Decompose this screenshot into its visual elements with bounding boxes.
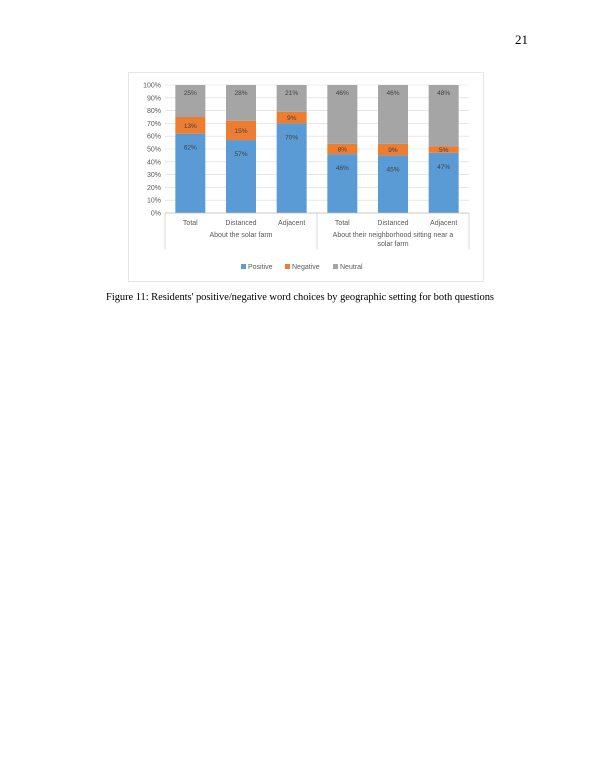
y-tick-label: 50%: [147, 147, 161, 154]
data-label-positive: 47%: [437, 164, 450, 171]
bar-segment-neutral: [226, 85, 256, 121]
bar-segment-positive: [428, 152, 459, 213]
data-label-neutral: 21%: [285, 90, 298, 97]
legend-swatch-positive: [241, 264, 246, 269]
bar-segment-neutral: [327, 85, 358, 144]
bar-segment-positive: [175, 133, 206, 213]
data-label-positive: 70%: [285, 134, 298, 141]
y-tick-label: 0%: [151, 211, 161, 218]
data-label-neutral: 25%: [184, 90, 197, 97]
bar-segment-neutral: [276, 85, 307, 112]
x-tick-label: Adjacent: [278, 220, 305, 227]
x-axis: Total Distanced Adjacent Total Distanced Adja…: [164, 212, 470, 249]
bar-segment-negative: [276, 111, 307, 124]
data-label-negative: 13%: [184, 123, 197, 130]
data-label-neutral: 28%: [234, 90, 247, 97]
x-tick-label: Adjacent: [430, 220, 457, 227]
legend-label: Neutral: [340, 264, 363, 271]
gridlines: [165, 84, 469, 214]
y-tick-label: 10%: [147, 198, 161, 205]
x-tick-label: Total: [335, 220, 350, 227]
data-label-neutral: 48%: [437, 90, 450, 97]
data-label-neutral: 46%: [336, 90, 349, 97]
data-label-negative: 9%: [388, 147, 398, 154]
bar-segment-positive: [276, 123, 307, 213]
group-label-line: About their neighborhood sitting near a: [333, 232, 454, 239]
data-label-positive: 57%: [234, 151, 247, 158]
data-label-negative: 5%: [439, 147, 449, 154]
data-label-positive: 62%: [184, 145, 197, 152]
bar-segment-neutral: [378, 85, 408, 144]
legend-swatch-neutral: [333, 264, 338, 269]
y-tick-label: 30%: [147, 172, 161, 179]
y-tick-label: 60%: [147, 134, 161, 141]
legend-label: Negative: [292, 264, 320, 271]
data-labels: 62% 13% 25% 57% 15% 28% 70% 9% 21% 46% 8% 46% 45% 9% 4…: [184, 90, 451, 173]
data-label-negative: 8%: [338, 147, 348, 154]
data-label-negative: 15%: [234, 128, 247, 135]
bar-segment-negative: [428, 146, 459, 153]
bar-segment-positive: [327, 154, 358, 213]
x-tick-label: Total: [183, 220, 198, 227]
y-tick-label: 70%: [147, 121, 161, 128]
stacked-bar-chart: 0% 10% 20% 30% 40% 50% 60% 70% 80% 90% 100% 62% 13%…: [143, 83, 470, 271]
y-tick-label: 90%: [147, 95, 161, 102]
figure-chart-frame: 0% 10% 20% 30% 40% 50% 60% 70% 80% 90% 100% 62% 13%…: [128, 72, 484, 282]
bar-segment-negative: [378, 143, 408, 156]
bars: [175, 85, 459, 213]
bar-segment-negative: [175, 117, 206, 134]
bar-segment-negative: [226, 120, 256, 141]
figure-caption: Figure 11: Residents' positive/negative …: [106, 292, 494, 303]
y-tick-label: 20%: [147, 185, 161, 192]
y-tick-label: 100%: [143, 83, 161, 90]
data-label-positive: 46%: [336, 165, 349, 172]
y-tick-label: 80%: [147, 108, 161, 115]
bar-segment-positive: [226, 140, 256, 213]
data-label-negative: 9%: [287, 115, 297, 122]
legend: Positive Negative Neutral: [241, 264, 363, 271]
legend-label: Positive: [248, 264, 273, 271]
group-label: About the solar farm: [209, 232, 272, 239]
legend-swatch-negative: [285, 264, 290, 269]
data-label-positive: 45%: [386, 166, 399, 173]
group-label-line: solar farm: [377, 241, 408, 248]
data-label-neutral: 46%: [386, 90, 399, 97]
x-tick-label: Distanced: [377, 220, 408, 227]
page-number: 21: [515, 32, 528, 47]
y-tick-label: 40%: [147, 159, 161, 166]
y-axis-ticks: 0% 10% 20% 30% 40% 50% 60% 70% 80% 90% 100%: [143, 83, 161, 218]
bar-segment-negative: [327, 143, 358, 155]
bar-segment-neutral: [175, 85, 206, 117]
bar-segment-neutral: [428, 85, 459, 147]
x-tick-label: Distanced: [225, 220, 256, 227]
group-label: About their neighborhood sitting near a s…: [333, 232, 454, 248]
bar-segment-positive: [378, 155, 408, 213]
